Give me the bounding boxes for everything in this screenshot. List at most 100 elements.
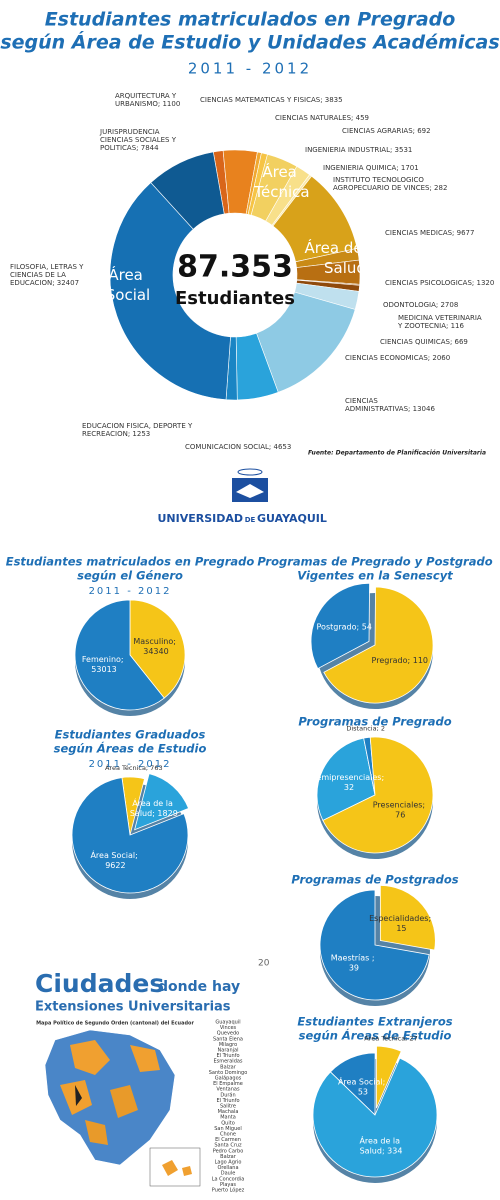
- pie-chart: [319, 885, 436, 1006]
- map-caption: Mapa Político de Segundo Orden (cantonal…: [36, 1020, 194, 1027]
- source: Fuente: Departamento de Planificación Un…: [308, 450, 486, 457]
- logo: UNIVERSIDAD DE GUAYAQUIL: [157, 468, 327, 525]
- logo-text: UNIVERSIDAD: [157, 512, 243, 525]
- slice: [316, 737, 376, 821]
- slice-label: CIENCIAS MATEMATICAS Y FISICAS; 3835: [200, 96, 343, 104]
- map-title: Ciudades: [35, 969, 164, 998]
- city: Salitre: [220, 1104, 236, 1110]
- slice: [134, 773, 190, 831]
- city: El Carmen: [215, 1137, 241, 1143]
- donut-chart: [109, 149, 361, 401]
- city: Pedro Carbo: [213, 1148, 244, 1154]
- slice-label: COMUNICACION SOCIAL; 4653: [185, 443, 291, 451]
- total-caption: Estudiantes: [175, 288, 295, 309]
- map-section: Ciudades donde hay Extensiones Universit…: [35, 959, 270, 1187]
- city: Galápagos: [215, 1075, 242, 1082]
- chart-title: Programas de Pregrado y Postgrado: [257, 555, 492, 569]
- map-subtitle: Extensiones Universitarias: [35, 1000, 231, 1015]
- group-label: Área Técnica: [253, 162, 309, 201]
- years: 2011 - 2012: [188, 60, 312, 78]
- city: El Triunfo: [216, 1053, 239, 1059]
- chart-subtitle: según el Género: [77, 569, 183, 583]
- slice-label: CIENCIAS ADMINISTRATIVAS; 13046: [345, 397, 435, 413]
- slice-label: INGENIERIA INDUSTRIAL; 3531: [305, 146, 412, 154]
- slice-label: Área Social; 53: [338, 1075, 388, 1096]
- slice-label: Área Técnica; 763: [105, 763, 163, 772]
- slice-label: Masculino; 34340: [133, 636, 178, 655]
- city: Esmeraldas: [213, 1059, 242, 1065]
- slice-label: CIENCIAS MEDICAS; 9677: [385, 229, 474, 237]
- slice-label: MEDICINA VETERINARIA Y ZOOTECNIA; 116: [397, 314, 484, 330]
- chart-title: Estudiantes Extranjeros: [297, 1015, 452, 1029]
- chart-title: Programas de Pregrado: [298, 715, 451, 729]
- slice-label: EDUCACION FISICA, DEPORTE Y RECREACION; …: [82, 422, 194, 438]
- slice: [310, 582, 370, 670]
- slice-label: CIENCIAS PSICOLOGICAS; 1320: [385, 279, 494, 287]
- city: Milagro: [219, 1042, 237, 1048]
- slice-label: Semipresenciales; 32: [311, 773, 386, 792]
- city: Machala: [218, 1109, 239, 1115]
- city: Quito: [221, 1120, 235, 1126]
- slice-label: Distancia; 2: [346, 725, 385, 733]
- city: Quevedo: [217, 1031, 239, 1037]
- slice: [376, 1045, 402, 1109]
- slice-label: CIENCIAS NATURALES; 459: [275, 114, 369, 122]
- slice: [109, 182, 231, 400]
- city: El Triunfo: [216, 1098, 239, 1104]
- city: Daule: [221, 1171, 236, 1177]
- pie-chart: [310, 582, 434, 709]
- city: Santo Domingo: [209, 1070, 248, 1076]
- slice-label: Área de la Salud; 1829: [130, 797, 178, 818]
- slice: [74, 599, 165, 711]
- slice-label: CIENCIAS QUIMICAS; 669: [380, 338, 468, 346]
- slice: [322, 736, 434, 854]
- city: Guayaquil: [215, 1020, 240, 1026]
- slice-label: FILOSOFIA, LETRAS Y CIENCIAS DE LA EDUCA…: [10, 263, 86, 287]
- pie-chart: [71, 773, 190, 899]
- city: Santa Elena: [213, 1036, 243, 1042]
- slice: [379, 885, 436, 951]
- slice-label: Área Social; 9622: [90, 849, 140, 870]
- logo-text: DE: [245, 516, 256, 524]
- city: Balzar: [220, 1064, 237, 1070]
- center-disc: [175, 215, 295, 335]
- chart-title: Estudiantes matriculados en Pregrado: [6, 555, 255, 569]
- pie-chart: [312, 1045, 438, 1183]
- slice-label: JURISPRUDENCIA CIENCIAS SOCIALES Y POLIT…: [99, 128, 178, 152]
- city: Santa Cruz: [214, 1143, 242, 1149]
- city: Vinces: [220, 1025, 237, 1031]
- city: Orellana: [217, 1165, 238, 1171]
- slice-label: Femenino; 53013: [82, 655, 126, 674]
- slice-label: Postgrado; 54: [317, 622, 372, 631]
- city: Playas: [220, 1182, 236, 1188]
- logo-text: GUAYAQUIL: [257, 512, 327, 525]
- slice-label: INSTITUTO TECNOLOGICO AGROPECUARIO DE VI…: [333, 176, 447, 192]
- slice: [312, 1057, 438, 1178]
- slice: [71, 777, 189, 894]
- pie-chart: [316, 736, 434, 859]
- slice-label: Presenciales; 76: [373, 800, 428, 819]
- total: 87.353: [177, 250, 293, 285]
- chart-years: 2011 - 2012: [89, 586, 172, 597]
- page-number: 20: [258, 959, 270, 969]
- chart-subtitle: Vigentes en la Senescyt: [297, 569, 453, 583]
- slice-label: Área Técnica; 27: [364, 1034, 417, 1043]
- city: San Miguel: [214, 1126, 242, 1132]
- city: Durán: [220, 1091, 235, 1098]
- group-label: Área de la Salud: [305, 238, 386, 277]
- city: Lago Agrio: [215, 1160, 242, 1166]
- city: La Concordia: [212, 1176, 245, 1182]
- slice: [129, 599, 186, 699]
- chart-subtitle: según Áreas de Estudio: [54, 741, 207, 756]
- title: Estudiantes matriculados en Pregrado: [45, 9, 456, 31]
- title: según Área de Estudio y Unidades Académi…: [0, 31, 499, 54]
- slice-label: Pregrado; 110: [372, 656, 428, 665]
- slice: [323, 586, 434, 704]
- city: Puerto López: [212, 1187, 245, 1194]
- slice: [150, 151, 225, 230]
- map-title: donde hay: [158, 979, 240, 995]
- city: Manta: [220, 1115, 236, 1121]
- slice-label: Área de la Salud; 334: [359, 1134, 402, 1155]
